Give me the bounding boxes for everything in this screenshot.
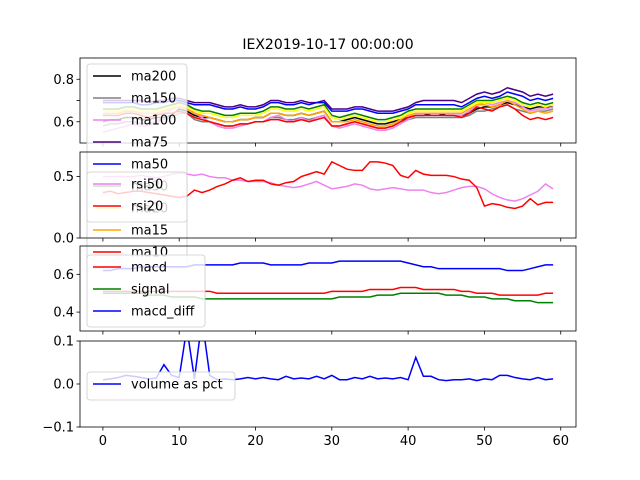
legend-label: macd: [131, 261, 167, 276]
legend-macd: macd signal macd_diff: [86, 254, 206, 328]
legend-box: [86, 254, 206, 328]
x-tick-label: 10: [171, 434, 188, 449]
x-tick-label: 40: [400, 434, 417, 449]
x-tick-label: 60: [552, 434, 569, 449]
legend-volume: volume as pct: [86, 371, 236, 401]
legend-label: ma15: [131, 224, 168, 239]
panel-frame-rsi: [79, 151, 577, 239]
legend-label: ma75: [131, 136, 168, 151]
y-tick-label: 0.8: [53, 73, 74, 88]
legend-box: [86, 371, 236, 401]
legend-label: ma50: [131, 158, 168, 173]
legend-label: ma150: [131, 92, 176, 107]
legend-label: rsi50: [131, 178, 163, 193]
legend-label: volume as pct: [131, 378, 223, 393]
y-tick-label: −0.1: [42, 421, 74, 436]
panel-volume: −0.1 0.0 0.1 0 10 20 30 40 50 60 volume as pct: [42, 335, 577, 449]
panel-macd: 0.4 0.6 macd signal macd_diff: [53, 245, 577, 335]
legend-ma: ma200ma150ma100ma75ma50ma30ma20ma15ma10: [86, 63, 188, 269]
y-tick-label: 0.0: [53, 378, 74, 393]
chart-title: IEX2019-10-17 00:00:00: [242, 37, 413, 53]
legend-label: rsi20: [131, 200, 163, 215]
y-tick-label: 0.0: [53, 232, 74, 247]
x-tick-label: 20: [247, 434, 264, 449]
panel-frame-macd: [79, 245, 577, 332]
x-tick-label: 30: [324, 434, 341, 449]
panel-rsi: 0.0 0.5 rsi50 rsi20: [53, 151, 577, 247]
legend-label: signal: [131, 283, 169, 298]
y-tick-label: 0.4: [53, 306, 74, 321]
legend-label: ma100: [131, 114, 176, 129]
y-tick-label: 0.6: [53, 115, 74, 130]
series-group-volume: [102, 341, 554, 382]
y-tick-label: 0.1: [53, 335, 74, 350]
legend-label: ma200: [131, 70, 176, 85]
x-tick-label: 0: [99, 434, 107, 449]
legend-rsi: rsi50 rsi20: [86, 171, 188, 223]
x-tick-label: 50: [476, 434, 493, 449]
panel-ma: 0.60.8ma200ma150ma100ma75ma50ma30ma20ma1…: [53, 57, 577, 269]
series-line-volume-as-pct: [102, 341, 554, 382]
legend-label: macd_diff: [131, 305, 195, 320]
y-tick-label: 0.6: [53, 268, 74, 283]
y-tick-label: 0.5: [53, 170, 74, 185]
